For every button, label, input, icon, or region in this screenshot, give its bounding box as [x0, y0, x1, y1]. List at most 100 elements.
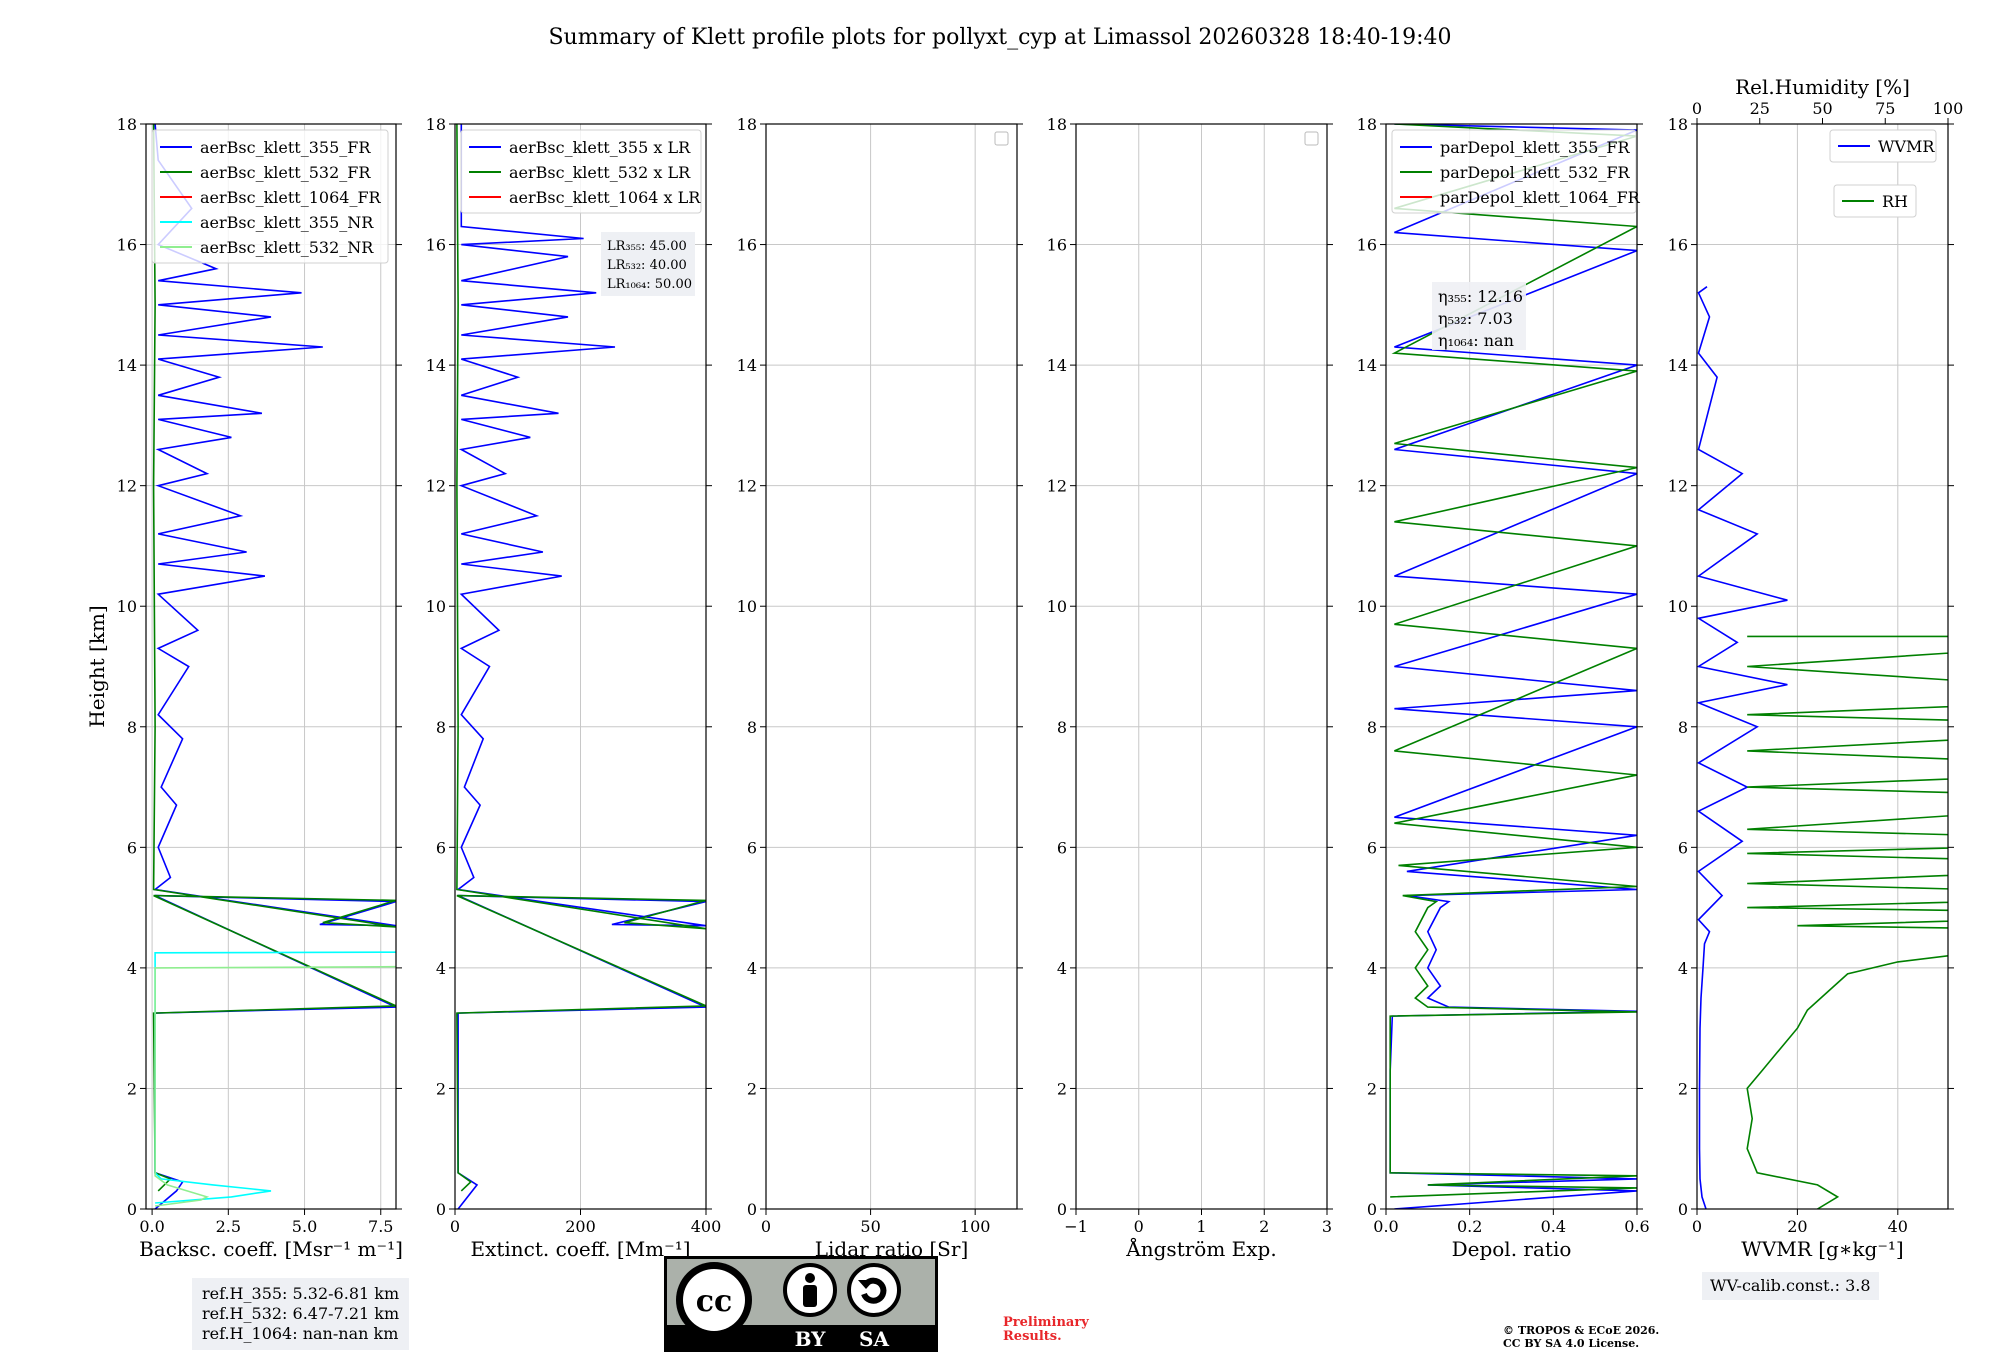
- depol-ytick-label: 0: [1367, 1200, 1377, 1219]
- ang-ytick-label: 0: [1057, 1200, 1067, 1219]
- depol-ytick-label: 8: [1367, 718, 1377, 737]
- ext-annotation-box: [601, 232, 695, 296]
- wv-top-xtick-label: 75: [1875, 99, 1895, 118]
- wv-ytick-label: 18: [1668, 115, 1688, 134]
- ext-ytick-label: 18: [426, 115, 446, 134]
- bsc-line-aerBsc_klett_355_FR: [153, 124, 396, 1209]
- ang-ytick-label: 18: [1047, 115, 1067, 134]
- bsc-ylabel: Height [km]: [85, 605, 109, 727]
- ext-annotation-line: LR₁₀₆₄: 50.00: [607, 277, 692, 292]
- ext-ytick-label: 14: [426, 356, 446, 375]
- figure-title: Summary of Klett profile plots for polly…: [548, 25, 1451, 50]
- ext-ytick-label: 4: [436, 959, 446, 978]
- wv-line-WVMR: [1697, 286, 1788, 1209]
- wv-ytick-label: 6: [1678, 838, 1688, 857]
- ang-ytick-label: 6: [1057, 838, 1067, 857]
- by-person-head: [805, 1273, 815, 1283]
- ext-xtick-label: 0: [450, 1217, 460, 1236]
- depol-legend-box: [1391, 129, 1637, 214]
- ext-line-aerBsc_klett_532 x LR: [456, 124, 706, 1192]
- copyright-note: © TROPOS & ECoE 2026. CC BY SA 4.0 Licen…: [1503, 1324, 1659, 1350]
- wv-calib-box: WV-calib.const.: 3.8: [1702, 1272, 1879, 1300]
- wv-top-xtick-label: 100: [1933, 99, 1964, 118]
- lr-xtick-label: 100: [960, 1217, 991, 1236]
- ext-annotation-line: LR₃₅₅: 45.00: [607, 239, 687, 254]
- wv-series: [1697, 286, 1948, 1209]
- lr-ytick-label: 16: [737, 236, 757, 255]
- cc-badge-sa-label: SA: [859, 1327, 889, 1351]
- ext-legend-label: aerBsc_klett_532 x LR: [509, 163, 691, 182]
- bsc-legend-label: aerBsc_klett_355_NR: [200, 213, 374, 232]
- copyright-line-2: CC BY SA 4.0 License.: [1503, 1337, 1640, 1350]
- ang-xtick-label: 1: [1196, 1217, 1206, 1236]
- depol-xtick-label: 0.4: [1541, 1217, 1566, 1236]
- wv-top-xtick-label: 50: [1812, 99, 1832, 118]
- copyright-line-1: © TROPOS & ECoE 2026.: [1503, 1324, 1660, 1337]
- refh-1064: ref.H_1064: nan-nan km: [202, 1324, 399, 1343]
- lr-ytick-label: 12: [737, 477, 757, 496]
- ang-xtick-label: 0: [1134, 1217, 1144, 1236]
- preliminary-results-note: Preliminary Results.: [1003, 1316, 1089, 1344]
- wv-ytick-label: 16: [1668, 236, 1688, 255]
- bsc-ytick-label: 0: [127, 1200, 137, 1219]
- panel-bsc: 0.0 2.5 5.0 7.5 0 2 4 6 8 10 12 14 16 18 Backsc. coeff…: [85, 115, 403, 1261]
- wv-legend-box: [1829, 129, 1937, 163]
- depol-ytick-label: 16: [1357, 236, 1377, 255]
- bsc-series: [152, 124, 396, 1209]
- bsc-ytick-label: 2: [127, 1079, 137, 1098]
- depol-annotation-line: η₁₀₆₄: nan: [1438, 331, 1514, 350]
- ext-line-aerBsc_klett_355 x LR: [456, 124, 706, 1209]
- ang-ytick-label: 10: [1047, 597, 1067, 616]
- bsc-xtick-label: 5.0: [292, 1217, 317, 1236]
- wv-legend-label: RH: [1882, 192, 1908, 211]
- lr-ytick-label: 2: [747, 1079, 757, 1098]
- ang-xtick-label: 3: [1322, 1217, 1332, 1236]
- bsc-ytick-label: 6: [127, 838, 137, 857]
- panel-wv: 0 20 40 0 2 4 6 8 10 12 14 16 18 WVMR [g∗kg⁻¹] 0 25 50 75…: [1668, 75, 1964, 1261]
- wv-xlabel: WVMR [g∗kg⁻¹]: [1741, 1237, 1903, 1261]
- bsc-ytick-label: 4: [127, 959, 137, 978]
- depol-annotation-line: η₃₅₅: 12.16: [1438, 287, 1523, 306]
- ang-xtick-label: 2: [1259, 1217, 1269, 1236]
- lr-ytick-label: 8: [747, 718, 757, 737]
- bsc-legend-label: aerBsc_klett_532_NR: [200, 238, 374, 257]
- wv-legend-label: WVMR: [1878, 137, 1935, 156]
- sa-arrow-head: [858, 1280, 874, 1289]
- by-person-body: [803, 1285, 817, 1307]
- ext-ytick-label: 2: [436, 1079, 446, 1098]
- bsc-legend-label: aerBsc_klett_532_FR: [200, 163, 371, 182]
- ang-ytick-label: 8: [1057, 718, 1067, 737]
- ext-ytick-label: 6: [436, 838, 446, 857]
- wv-top-xlabel: Rel.Humidity [%]: [1735, 75, 1910, 99]
- depol-ytick-label: 6: [1367, 838, 1377, 857]
- cc-logo-text: cc: [696, 1284, 733, 1319]
- ext-annotation-line: LR₅₃₂: 40.00: [607, 258, 687, 273]
- lr-ytick-label: 10: [737, 597, 757, 616]
- depol-annotation-line: η₅₃₂: 7.03: [1438, 309, 1513, 328]
- depol-legend-label: parDepol_klett_1064_FR: [1440, 188, 1641, 207]
- depol-series: [1389, 124, 1637, 1209]
- ang-ytick-label: 12: [1047, 477, 1067, 496]
- depol-xtick-label: 0.0: [1373, 1217, 1398, 1236]
- panel-depol: 0.0 0.2 0.4 0.6 0 2 4 6 8 10 12 14 16 18 Depol. ratio p…: [1357, 115, 1650, 1261]
- bsc-ytick-label: 12: [117, 477, 137, 496]
- depol-line-parDepol_klett_532_FR: [1389, 124, 1637, 1198]
- depol-legend-label: parDepol_klett_532_FR: [1440, 163, 1631, 182]
- wv-line-RH: [1746, 635, 1948, 1209]
- ext-xlabel: Extinct. coeff. [Mm⁻¹]: [470, 1237, 690, 1261]
- wv-ytick-label: 10: [1668, 597, 1688, 616]
- ext-ytick-label: 0: [436, 1200, 446, 1219]
- depol-annotation-box: [1432, 282, 1526, 350]
- cc-logo-disc: [683, 1269, 745, 1331]
- ang-ytick-label: 16: [1047, 236, 1067, 255]
- ext-ytick-label: 16: [426, 236, 446, 255]
- depol-ytick-label: 14: [1357, 356, 1377, 375]
- cc-badge-by-label: BY: [795, 1327, 827, 1351]
- ext-legend-box: [460, 129, 702, 214]
- bsc-xtick-label: 0.0: [139, 1217, 164, 1236]
- wv-top-xtick-label: 0: [1692, 99, 1702, 118]
- sa-share-alike-icon: [847, 1263, 901, 1317]
- bsc-xlabel: Backsc. coeff. [Msr⁻¹ m⁻¹]: [139, 1237, 403, 1261]
